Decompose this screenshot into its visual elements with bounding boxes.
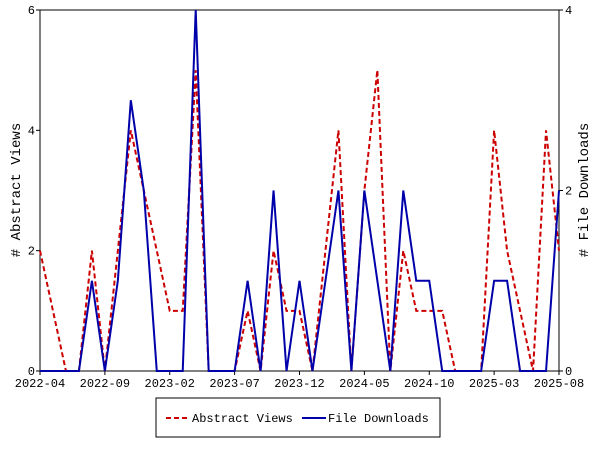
x-tick-label: 2022-09 [80,377,130,391]
y-axis-title: # Abstract Views [9,123,25,257]
x-tick-label: 2025-03 [469,377,519,391]
x-tick-label: 2024-10 [404,377,454,391]
y2-tick-label: 4 [565,4,572,18]
line-series [40,9,560,372]
plot-frame [39,9,560,372]
y-tick-label: 4 [28,124,35,138]
y-tick-label: 0 [28,365,35,379]
x-tick-label: 2022-04 [15,377,65,391]
y2-tick-label: 0 [565,365,572,379]
y-tick-label: 2 [28,245,35,259]
x-tick-label: 2023-12 [274,377,324,391]
y2-tick-label: 2 [565,185,572,199]
x-tick-label: 2024-05 [339,377,389,391]
line-series [39,70,560,372]
x-tick-label: 2023-07 [209,377,259,391]
x-tick-label: 2025-08 [534,377,584,391]
x-tick-label: 2023-02 [145,377,195,391]
y2-axis-title: # File Downloads [577,123,593,257]
legend-box [155,397,441,438]
legend-label: File Downloads [328,412,429,426]
legend-label: Abstract Views [192,412,293,426]
y-tick-label: 6 [28,4,35,18]
